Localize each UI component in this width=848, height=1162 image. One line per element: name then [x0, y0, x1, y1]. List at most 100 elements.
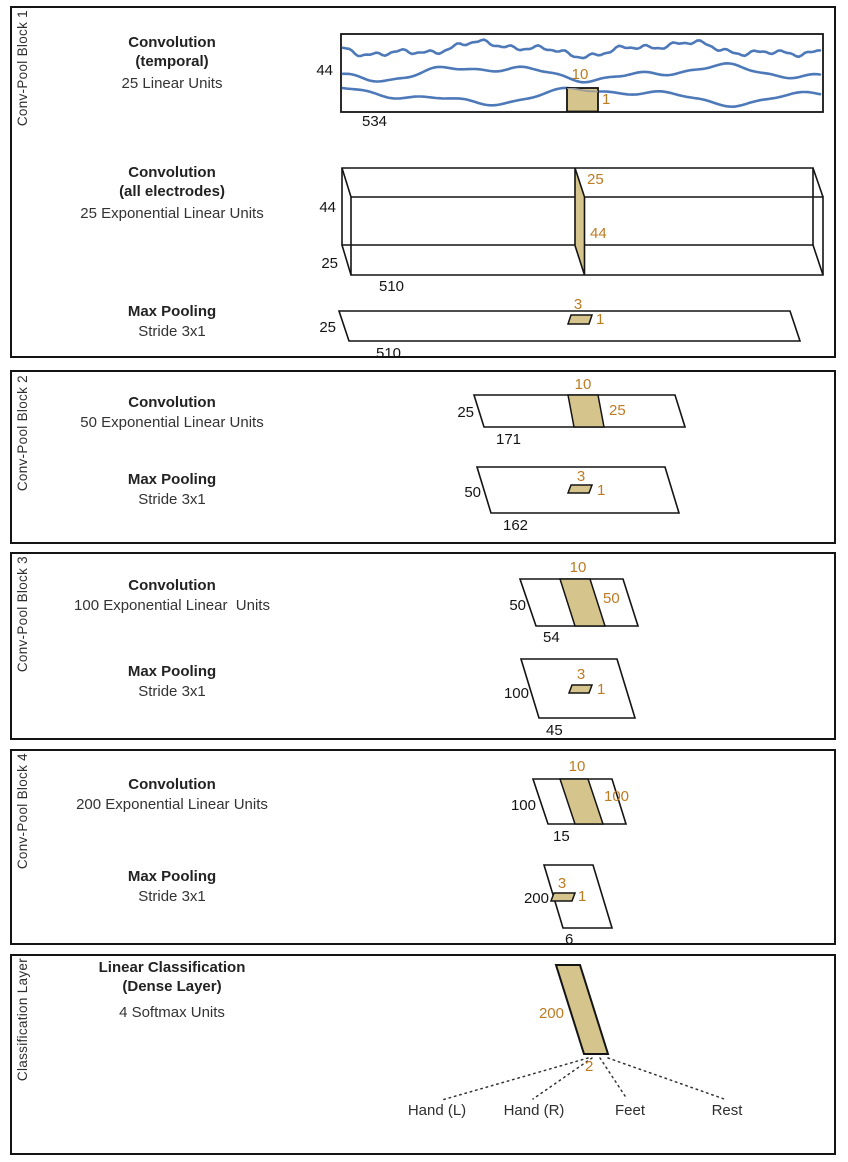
layer-title: Convolution: [128, 776, 216, 793]
pool1-width-label: 510: [376, 345, 402, 362]
conv3-height-label: 50: [509, 597, 526, 614]
layer-title: Convolution: [128, 164, 216, 181]
dense-label: Linear Classification (Dense Layer) 4 So…: [22, 958, 322, 1022]
layer-units: 50 Exponential Linear Units: [80, 414, 264, 431]
pool3-width-label: 45: [546, 722, 563, 739]
pool3-kernel: [567, 684, 594, 694]
pool1-shape: [337, 310, 802, 342]
pool2-shape: [475, 466, 681, 514]
pool2-kernel-height-label: 1: [597, 482, 606, 499]
layer-title: Convolution: [128, 394, 216, 411]
pool3-kernel-width-label: 3: [576, 666, 586, 683]
conv3-kernel-band: [558, 578, 607, 627]
pool1-kernel: [566, 314, 594, 325]
conv2-kernel-width-label: 10: [574, 376, 592, 393]
pool4-width-label: 6: [565, 931, 574, 948]
layer-title: Max Pooling: [127, 471, 217, 488]
conv-temporal-label: Convolution (temporal) 25 Linear Units: [22, 33, 322, 93]
layer-stride: Stride 3x1: [138, 683, 206, 700]
class-output-lines: [441, 1057, 728, 1101]
conv4-kernel-width-label: 10: [568, 758, 586, 775]
layer-subtitle: (temporal): [135, 53, 209, 70]
conv3-label: Convolution 100 Exponential Linear Units: [22, 576, 322, 615]
conv3-shape: [518, 578, 640, 627]
conv4-kernel-height-label: 100: [604, 788, 630, 805]
layer-title: Convolution: [128, 577, 216, 594]
signal-width-label: 534: [362, 113, 388, 130]
pool1-height-label: 25: [319, 319, 336, 336]
pool4-kernel: [549, 892, 577, 902]
pool1-label: Max Pooling Stride 3x1: [22, 302, 322, 341]
pool4-shape: [542, 864, 614, 929]
dense-input-label: 200: [538, 1005, 564, 1022]
signal-height-label: 44: [316, 62, 333, 79]
pool2-kernel-width-label: 3: [576, 468, 586, 485]
layer-units: 25 Exponential Linear Units: [80, 205, 264, 222]
layer-title: Max Pooling: [127, 663, 217, 680]
pool3-shape: [519, 658, 637, 719]
box-depth-label: 25: [321, 255, 338, 272]
block3-frame: [10, 552, 836, 740]
conv3-width-label: 54: [543, 629, 560, 646]
class-label-hand-right: Hand (R): [503, 1102, 565, 1119]
conv-spatial-label: Convolution (all electrodes) 25 Exponent…: [22, 163, 322, 223]
block4-frame: [10, 749, 836, 945]
layer-stride: Stride 3x1: [138, 888, 206, 905]
pool4-height-label: 200: [523, 890, 549, 907]
pool3-label: Max Pooling Stride 3x1: [22, 662, 322, 701]
conv3-kernel-height-label: 50: [603, 590, 620, 607]
pool3-height-label: 100: [503, 685, 529, 702]
layer-units: 100 Exponential Linear Units: [74, 597, 270, 614]
conv2-shape: [472, 394, 687, 428]
conv4-shape: [531, 778, 628, 825]
layer-title: Convolution: [128, 34, 216, 51]
conv4-label: Convolution 200 Exponential Linear Units: [22, 775, 322, 814]
layer-subtitle: (all electrodes): [119, 183, 225, 200]
box-height-label: 44: [319, 199, 336, 216]
conv4-height-label: 100: [510, 797, 536, 814]
pool2-height-label: 50: [464, 484, 481, 501]
layer-stride: Stride 3x1: [138, 491, 206, 508]
block1-frame: [10, 6, 836, 358]
dense-layer-shape: [441, 964, 728, 1101]
layer-title: Max Pooling: [127, 303, 217, 320]
spatial-conv-box: [341, 167, 824, 276]
pool1-kernel-height-label: 1: [596, 311, 605, 328]
conv4-width-label: 15: [553, 828, 570, 845]
pool4-kernel-height-label: 1: [578, 888, 587, 905]
dense-output-label: 2: [585, 1058, 594, 1075]
pool2-width-label: 162: [503, 517, 529, 534]
pool2-kernel: [566, 484, 594, 494]
class-label-rest: Rest: [711, 1102, 743, 1119]
layer-units: 200 Exponential Linear Units: [76, 796, 268, 813]
layer-units: 4 Softmax Units: [119, 1004, 225, 1021]
conv2-width-label: 171: [496, 431, 522, 448]
slice-depth-label: 25: [587, 171, 604, 188]
temporal-kernel-width-label: 10: [571, 66, 589, 83]
layer-subtitle: (Dense Layer): [122, 978, 222, 995]
conv2-kernel-height-label: 25: [609, 402, 626, 419]
box-width-label: 510: [379, 278, 405, 295]
pool2-label: Max Pooling Stride 3x1: [22, 470, 322, 509]
conv2-kernel-band: [567, 394, 605, 428]
conv2-label: Convolution 50 Exponential Linear Units: [22, 393, 322, 432]
class-label-hand-left: Hand (L): [407, 1102, 467, 1119]
conv4-kernel-band: [558, 778, 605, 825]
conv2-height-label: 25: [457, 404, 474, 421]
block2-frame: [10, 370, 836, 544]
pool4-label: Max Pooling Stride 3x1: [22, 867, 322, 906]
layer-title: Max Pooling: [127, 868, 217, 885]
signal-plot: [340, 33, 824, 113]
block5-frame: [10, 954, 836, 1155]
pool3-kernel-height-label: 1: [597, 681, 606, 698]
temporal-kernel: [566, 87, 599, 113]
layer-units: 25 Linear Units: [121, 75, 223, 92]
spatial-kernel-slice: [574, 167, 586, 276]
pool4-kernel-width-label: 3: [557, 875, 567, 892]
temporal-kernel-height-label: 1: [602, 91, 611, 108]
layer-stride: Stride 3x1: [138, 323, 206, 340]
pool1-kernel-width-label: 3: [573, 296, 583, 313]
conv3-kernel-width-label: 10: [569, 559, 587, 576]
